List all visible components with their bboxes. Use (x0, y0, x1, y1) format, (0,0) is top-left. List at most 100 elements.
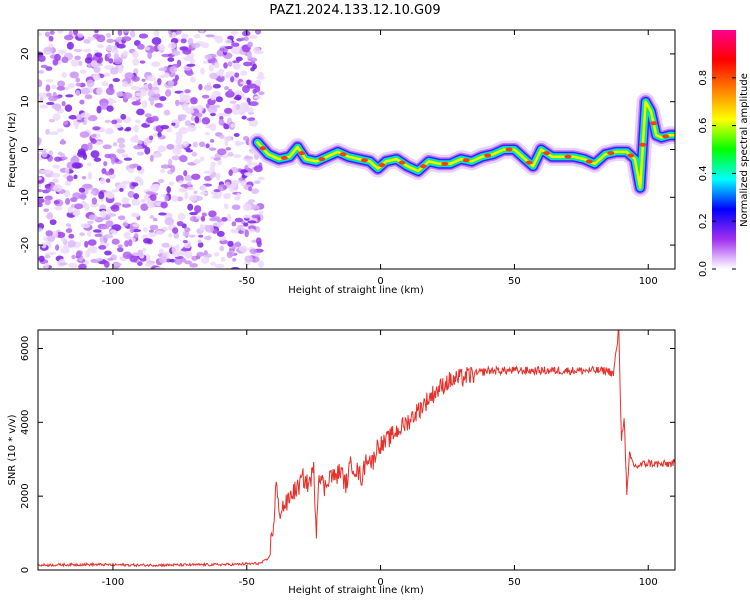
ridge-hotspot (419, 164, 427, 169)
noise-blob (75, 251, 82, 259)
noise-blob (66, 175, 74, 182)
noise-blob (208, 64, 214, 72)
colorbar-tick-label: 0.0 (698, 261, 709, 277)
noise-blob (141, 100, 148, 109)
noise-blob (198, 234, 204, 238)
noise-blob (175, 99, 180, 107)
noise-blob (207, 106, 218, 114)
noise-blob (45, 66, 53, 71)
noise-blob (80, 112, 91, 119)
ridge-hotspot (627, 153, 635, 158)
noise-blob (174, 144, 183, 150)
noise-blob (80, 87, 90, 95)
noise-blob (144, 262, 155, 267)
noise-blob (107, 97, 114, 102)
noise-blob (169, 258, 177, 263)
noise-blob (204, 224, 209, 232)
noise-blob (132, 58, 140, 66)
noise-blob (160, 125, 170, 130)
noise-blob (55, 231, 66, 238)
noise-blob (190, 115, 195, 122)
noise-blob (104, 153, 112, 159)
noise-blob (177, 114, 188, 118)
noise-blob (257, 260, 264, 268)
noise-blob (153, 30, 160, 37)
noise-blob (61, 56, 69, 64)
noise-blob (45, 230, 53, 237)
noise-blob (149, 154, 154, 162)
noise-blob (171, 155, 181, 161)
noise-blob (219, 70, 224, 77)
noise-blob (171, 50, 181, 56)
noise-blob (225, 147, 232, 151)
noise-blob (247, 41, 253, 48)
noise-blob (252, 89, 257, 95)
noise-blob (95, 63, 103, 67)
noise-blob (137, 140, 143, 145)
noise-blob (230, 75, 235, 83)
noise-blob (223, 136, 232, 142)
xtick-label-spectrogram: -50 (239, 276, 255, 287)
noise-blob (210, 161, 217, 167)
noise-blob (69, 197, 78, 203)
noise-blob (158, 212, 167, 216)
noise-blob (248, 186, 253, 192)
ridge-hotspot (441, 161, 449, 166)
noise-blob (230, 266, 240, 269)
noise-blob (179, 92, 185, 100)
noise-blob (38, 137, 42, 146)
noise-blob (60, 138, 65, 145)
noise-blob (90, 190, 96, 195)
noise-blob (74, 55, 81, 61)
ridge-hotspot (662, 134, 670, 139)
noise-blob (56, 128, 64, 133)
ridge-hotspot (639, 142, 647, 147)
noise-blob (151, 61, 161, 67)
noise-blob (144, 146, 151, 155)
noise-blob (43, 208, 49, 213)
ridge-hotspot (361, 158, 369, 163)
noise-blob (231, 183, 237, 187)
noise-blob (113, 45, 118, 52)
noise-blob (252, 47, 261, 54)
noise-blob (117, 244, 123, 248)
noise-blob (147, 89, 155, 98)
noise-blob (73, 48, 83, 53)
noise-blob (75, 89, 81, 97)
noise-blob (105, 127, 114, 135)
noise-blob (127, 167, 135, 174)
noise-blob (92, 73, 101, 81)
noise-blob (75, 77, 81, 83)
noise-blob (99, 177, 106, 185)
noise-blob (217, 159, 223, 166)
noise-blob (216, 218, 223, 223)
noise-blob (172, 147, 182, 155)
noise-blob (143, 237, 152, 244)
noise-blob (40, 64, 48, 69)
noise-blob (158, 255, 168, 264)
noise-blob (242, 203, 252, 212)
noise-blob (158, 248, 165, 254)
noise-blob (52, 164, 61, 169)
noise-blob (255, 237, 262, 245)
noise-blob (38, 31, 42, 37)
noise-blob (180, 248, 191, 252)
noise-blob (65, 223, 72, 227)
noise-blob (52, 178, 60, 184)
noise-blob (106, 52, 112, 58)
noise-blob (121, 153, 129, 158)
noise-blob (47, 235, 56, 242)
noise-blob (187, 181, 192, 186)
noise-blob (159, 74, 165, 79)
noise-blob (51, 84, 57, 90)
noise-blob (38, 176, 43, 181)
noise-blob (171, 195, 179, 202)
ridge-hotspot (585, 159, 593, 164)
noise-blob (257, 176, 265, 181)
noise-blob (189, 215, 198, 222)
noise-blob (196, 251, 205, 257)
noise-blob (199, 30, 205, 33)
noise-blob (192, 159, 201, 164)
noise-blob (94, 52, 103, 58)
